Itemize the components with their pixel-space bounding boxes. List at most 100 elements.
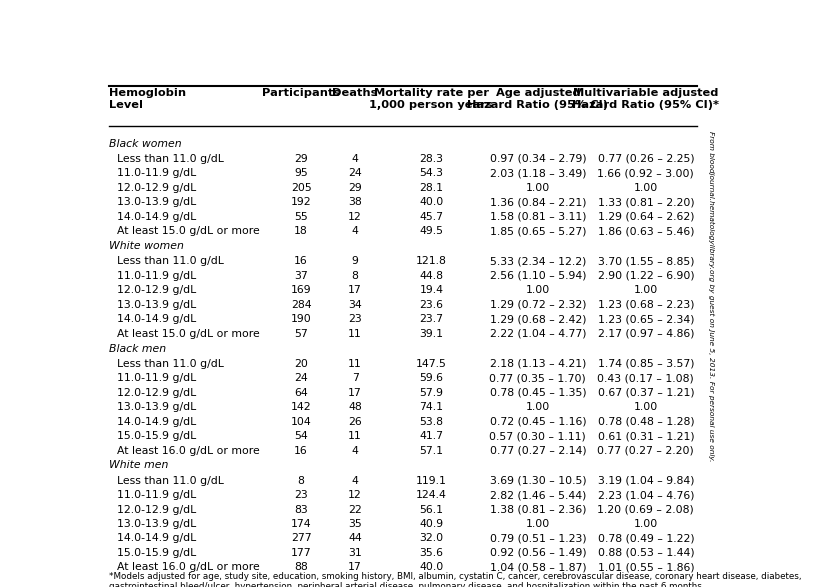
Text: Participants: Participants [262,88,340,98]
Text: 0.57 (0.30 – 1.11): 0.57 (0.30 – 1.11) [489,431,586,441]
Text: 1.86 (0.63 – 5.46): 1.86 (0.63 – 5.46) [597,226,693,236]
Text: 1.33 (0.81 – 2.20): 1.33 (0.81 – 2.20) [597,197,694,207]
Text: 15.0-15.9 g/dL: 15.0-15.9 g/dL [117,548,196,558]
Text: 44: 44 [348,534,361,544]
Text: 0.67 (0.37 – 1.21): 0.67 (0.37 – 1.21) [597,387,694,397]
Text: 284: 284 [291,300,311,310]
Text: 13.0-13.9 g/dL: 13.0-13.9 g/dL [117,300,196,310]
Text: 12.0-12.9 g/dL: 12.0-12.9 g/dL [117,387,196,397]
Text: 1.00: 1.00 [633,402,657,412]
Text: 95: 95 [294,168,308,178]
Text: 74.1: 74.1 [419,402,443,412]
Text: 28.1: 28.1 [419,183,443,193]
Text: 1.20 (0.69 – 2.08): 1.20 (0.69 – 2.08) [597,505,694,515]
Text: 4: 4 [351,475,358,485]
Text: Deaths: Deaths [332,88,378,98]
Text: 4: 4 [351,446,358,456]
Text: 57: 57 [294,329,308,339]
Text: 49.5: 49.5 [419,226,443,236]
Text: 11.0-11.9 g/dL: 11.0-11.9 g/dL [117,168,196,178]
Text: 35: 35 [348,519,361,529]
Text: 31: 31 [348,548,361,558]
Text: 13.0-13.9 g/dL: 13.0-13.9 g/dL [117,402,196,412]
Text: 4: 4 [351,154,358,164]
Text: Hemoglobin
Level: Hemoglobin Level [109,88,186,110]
Text: 1.00: 1.00 [525,519,550,529]
Text: 17: 17 [348,562,361,572]
Text: 0.78 (0.45 – 1.35): 0.78 (0.45 – 1.35) [489,387,586,397]
Text: 83: 83 [294,505,308,515]
Text: 2.23 (1.04 – 4.76): 2.23 (1.04 – 4.76) [597,490,693,500]
Text: 40.9: 40.9 [419,519,443,529]
Text: 17: 17 [348,285,361,295]
Text: Less than 11.0 g/dL: Less than 11.0 g/dL [117,154,224,164]
Text: 23.7: 23.7 [419,314,443,324]
Text: 1.66 (0.92 – 3.00): 1.66 (0.92 – 3.00) [597,168,694,178]
Text: 40.0: 40.0 [419,197,443,207]
Text: 19.4: 19.4 [419,285,443,295]
Text: Black men: Black men [109,343,165,353]
Text: 190: 190 [291,314,311,324]
Text: 11: 11 [348,431,361,441]
Text: 0.72 (0.45 – 1.16): 0.72 (0.45 – 1.16) [489,417,586,427]
Text: 15.0-15.9 g/dL: 15.0-15.9 g/dL [117,431,196,441]
Text: 11.0-11.9 g/dL: 11.0-11.9 g/dL [117,271,196,281]
Text: 1.23 (0.68 – 2.23): 1.23 (0.68 – 2.23) [597,300,693,310]
Text: 41.7: 41.7 [419,431,443,441]
Text: 5.33 (2.34 – 12.2): 5.33 (2.34 – 12.2) [489,257,586,266]
Text: At least 15.0 g/dL or more: At least 15.0 g/dL or more [117,329,260,339]
Text: 1.00: 1.00 [525,285,550,295]
Text: 88: 88 [294,562,308,572]
Text: 11.0-11.9 g/dL: 11.0-11.9 g/dL [117,490,196,500]
Text: 4: 4 [351,226,358,236]
Text: White men: White men [109,460,168,470]
Text: 57.1: 57.1 [419,446,443,456]
Text: 37: 37 [294,271,308,281]
Text: 0.77 (0.35 – 1.70): 0.77 (0.35 – 1.70) [489,373,586,383]
Text: 0.78 (0.49 – 1.22): 0.78 (0.49 – 1.22) [597,534,694,544]
Text: 7: 7 [351,373,358,383]
Text: 1.23 (0.65 – 2.34): 1.23 (0.65 – 2.34) [597,314,693,324]
Text: 39.1: 39.1 [419,329,443,339]
Text: Multivariable adjusted
Hazard Ratio (95% CI)*: Multivariable adjusted Hazard Ratio (95%… [572,88,718,110]
Text: 23: 23 [348,314,361,324]
Text: 11: 11 [348,359,361,369]
Text: 54: 54 [294,431,308,441]
Text: 147.5: 147.5 [415,359,446,369]
Text: 1.01 (0.55 – 1.86): 1.01 (0.55 – 1.86) [597,562,694,572]
Text: 142: 142 [291,402,311,412]
Text: 0.92 (0.56 – 1.49): 0.92 (0.56 – 1.49) [489,548,586,558]
Text: 0.97 (0.34 – 2.79): 0.97 (0.34 – 2.79) [489,154,586,164]
Text: 2.17 (0.97 – 4.86): 2.17 (0.97 – 4.86) [597,329,693,339]
Text: At least 16.0 g/dL or more: At least 16.0 g/dL or more [117,446,260,456]
Text: 0.77 (0.26 – 2.25): 0.77 (0.26 – 2.25) [597,154,694,164]
Text: 205: 205 [291,183,311,193]
Text: 1.00: 1.00 [633,519,657,529]
Text: 45.7: 45.7 [419,212,443,222]
Text: Less than 11.0 g/dL: Less than 11.0 g/dL [117,359,224,369]
Text: 169: 169 [291,285,311,295]
Text: 34: 34 [348,300,361,310]
Text: 1.38 (0.81 – 2.36): 1.38 (0.81 – 2.36) [489,505,586,515]
Text: 14.0-14.9 g/dL: 14.0-14.9 g/dL [117,314,196,324]
Text: 0.78 (0.48 – 1.28): 0.78 (0.48 – 1.28) [597,417,694,427]
Text: 12: 12 [348,212,361,222]
Text: 40.0: 40.0 [419,562,443,572]
Text: 16: 16 [294,446,308,456]
Text: 0.79 (0.51 – 1.23): 0.79 (0.51 – 1.23) [489,534,586,544]
Text: 2.82 (1.46 – 5.44): 2.82 (1.46 – 5.44) [489,490,586,500]
Text: 2.56 (1.10 – 5.94): 2.56 (1.10 – 5.94) [489,271,586,281]
Text: 1.00: 1.00 [633,285,657,295]
Text: 1.00: 1.00 [633,183,657,193]
Text: 119.1: 119.1 [415,475,446,485]
Text: 18: 18 [294,226,308,236]
Text: 38: 38 [348,197,361,207]
Text: 8: 8 [297,475,304,485]
Text: 104: 104 [291,417,311,427]
Text: Black women: Black women [109,139,181,149]
Text: 3.69 (1.30 – 10.5): 3.69 (1.30 – 10.5) [489,475,586,485]
Text: 277: 277 [291,534,311,544]
Text: 29: 29 [348,183,361,193]
Text: 55: 55 [294,212,308,222]
Text: 1.00: 1.00 [525,402,550,412]
